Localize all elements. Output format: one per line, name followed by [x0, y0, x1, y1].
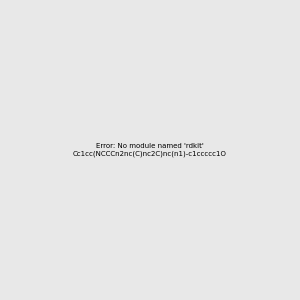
Text: Error: No module named 'rdkit'
Cc1cc(NCCCn2nc(C)nc2C)nc(n1)-c1ccccc1O: Error: No module named 'rdkit' Cc1cc(NCC…	[73, 143, 227, 157]
